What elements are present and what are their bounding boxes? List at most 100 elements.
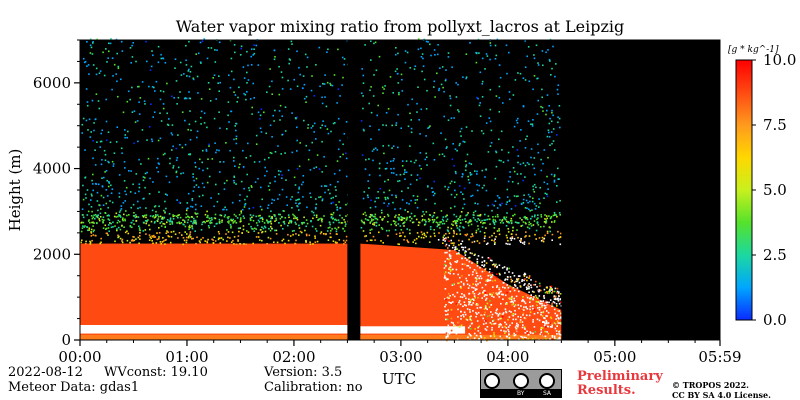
noise-pixel: [273, 199, 275, 202]
noise-pixel: [530, 297, 532, 299]
noise-pixel: [486, 308, 488, 311]
noise-pixel: [315, 207, 317, 209]
noise-pixel: [178, 201, 181, 204]
noise-pixel: [298, 234, 300, 236]
noise-pixel: [240, 212, 243, 214]
noise-pixel: [176, 199, 178, 201]
noise-pixel: [539, 186, 541, 189]
noise-pixel: [482, 323, 485, 325]
noise-pixel: [558, 337, 560, 339]
noise-pixel: [517, 155, 520, 157]
noise-pixel: [445, 314, 447, 316]
noise-pixel: [469, 311, 471, 313]
noise-pixel: [230, 227, 232, 229]
noise-pixel: [380, 240, 382, 242]
noise-pixel: [188, 40, 190, 43]
noise-pixel: [560, 322, 562, 324]
noise-pixel: [522, 221, 525, 223]
noise-pixel: [151, 209, 154, 212]
noise-pixel: [524, 317, 527, 320]
noise-pixel: [201, 182, 204, 185]
noise-pixel: [335, 242, 337, 244]
noise-pixel: [516, 122, 519, 124]
noise-pixel: [166, 219, 169, 221]
noise-pixel: [287, 233, 289, 236]
noise-pixel: [242, 149, 244, 152]
noise-pixel: [524, 221, 527, 224]
noise-pixel: [520, 316, 522, 318]
noise-pixel: [479, 115, 482, 117]
noise-pixel: [447, 334, 449, 336]
noise-pixel: [534, 337, 537, 339]
noise-pixel: [196, 130, 199, 133]
noise-pixel: [251, 48, 253, 50]
noise-pixel: [152, 54, 154, 57]
noise-pixel: [524, 332, 527, 334]
noise-pixel: [318, 46, 321, 49]
noise-pixel: [490, 304, 493, 306]
noise-pixel: [286, 204, 288, 206]
noise-pixel: [185, 44, 187, 47]
noise-pixel: [309, 241, 311, 243]
noise-pixel: [233, 156, 235, 159]
noise-pixel: [507, 326, 510, 328]
noise-pixel: [467, 212, 469, 214]
noise-pixel: [506, 236, 508, 239]
noise-pixel: [477, 293, 480, 296]
noise-pixel: [459, 219, 462, 221]
noise-pixel: [183, 219, 186, 222]
noise-pixel: [551, 302, 554, 305]
noise-pixel: [181, 111, 184, 113]
noise-pixel: [505, 327, 508, 329]
noise-pixel: [551, 221, 553, 223]
noise-pixel: [548, 136, 551, 138]
noise-pixel: [451, 284, 454, 286]
noise-pixel: [513, 305, 516, 308]
noise-pixel: [447, 278, 449, 281]
noise-pixel: [306, 66, 308, 68]
noise-pixel: [509, 220, 512, 222]
noise-pixel: [365, 235, 367, 237]
noise-pixel: [124, 219, 126, 222]
noise-pixel: [164, 243, 166, 245]
noise-pixel: [453, 242, 455, 244]
noise-pixel: [483, 308, 486, 310]
noise-pixel: [106, 214, 109, 217]
noise-pixel: [187, 192, 190, 195]
noise-pixel: [558, 302, 561, 305]
noise-pixel: [560, 323, 563, 325]
noise-pixel: [404, 235, 406, 238]
noise-pixel: [330, 84, 332, 86]
noise-pixel: [291, 151, 294, 154]
noise-pixel: [481, 226, 484, 228]
noise-pixel: [473, 254, 476, 256]
noise-pixel: [260, 186, 262, 189]
noise-pixel: [160, 53, 162, 56]
noise-pixel: [217, 193, 220, 195]
noise-pixel: [498, 159, 501, 162]
noise-pixel: [432, 221, 434, 224]
noise-pixel: [479, 102, 481, 104]
noise-pixel: [473, 287, 475, 289]
boundary-layer-band-2: [360, 243, 562, 340]
noise-pixel: [517, 117, 519, 120]
noise-pixel: [104, 212, 106, 214]
noise-pixel: [553, 221, 556, 223]
noise-pixel: [559, 214, 561, 216]
noise-pixel: [429, 214, 431, 216]
noise-pixel: [211, 238, 213, 241]
noise-pixel: [214, 213, 217, 216]
noise-pixel: [540, 226, 542, 228]
noise-pixel: [508, 271, 510, 273]
noise-pixel: [374, 217, 377, 220]
noise-pixel: [525, 231, 527, 233]
noise-pixel: [531, 209, 533, 211]
noise-pixel: [131, 111, 134, 113]
noise-pixel: [465, 126, 468, 128]
noise-pixel: [426, 164, 428, 166]
noise-pixel: [550, 288, 553, 290]
noise-pixel: [188, 91, 190, 93]
noise-pixel: [289, 219, 291, 222]
noise-pixel: [434, 54, 436, 56]
noise-pixel: [450, 302, 452, 304]
